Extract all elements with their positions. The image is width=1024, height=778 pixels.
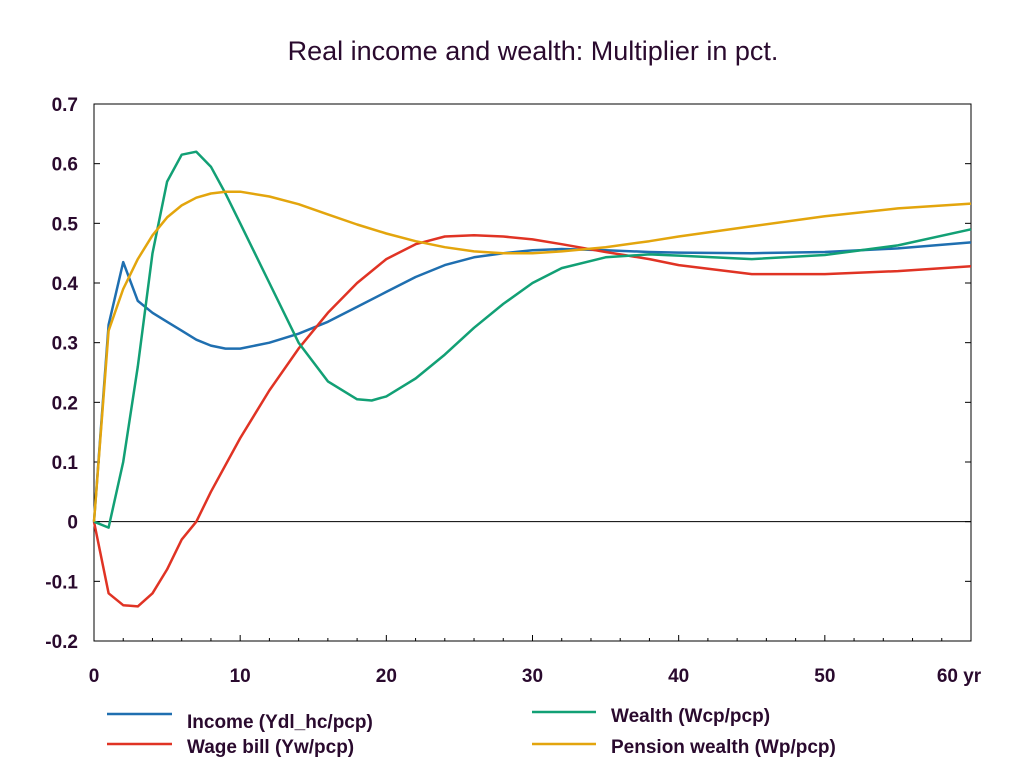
x-tick-label: 0 <box>89 666 100 687</box>
legend-label-1: Income (Ydl_hc/pcp) <box>187 712 373 733</box>
x-tick-label: 10 <box>230 666 251 687</box>
series-line-2 <box>92 234 972 608</box>
series-layer <box>92 150 972 608</box>
series-line-3 <box>93 150 972 529</box>
y-tick-label: -0.1 <box>45 572 78 593</box>
x-tick-label: 30 <box>522 666 543 687</box>
y-tick-label: 0.3 <box>52 334 78 355</box>
x-tick-label: 40 <box>668 666 689 687</box>
legend: Income (Ydl_hc/pcp) Wage bill (Yw/pcp) Wea… <box>107 706 836 758</box>
y-tick-label: 0.7 <box>52 95 78 116</box>
series-line-1 <box>92 241 972 522</box>
chart-title: Real income and wealth: Multiplier in pc… <box>288 36 779 66</box>
series-line-4 <box>92 190 972 522</box>
plot-area <box>93 103 972 642</box>
y-tick-label: 0.4 <box>52 274 79 295</box>
y-tick-label: 0.1 <box>52 453 79 474</box>
y-axis: 0.7 0.6 0.5 0.4 0.3 0.2 0.1 0 -0.1 -0.2 <box>45 95 971 653</box>
y-tick-label: 0.6 <box>52 155 78 176</box>
x-tick-label: 20 <box>376 666 397 687</box>
x-tick-label: 50 <box>814 666 835 687</box>
legend-label-2: Wage bill (Yw/pcp) <box>187 737 354 758</box>
y-tick-label: -0.2 <box>45 632 78 653</box>
legend-label-3: Wealth (Wcp/pcp) <box>611 706 770 727</box>
y-tick-label: 0 <box>67 513 78 534</box>
x-axis: 0 10 20 30 40 50 60 yr <box>89 635 982 687</box>
y-tick-label: 0.5 <box>52 214 79 235</box>
legend-label-4: Pension wealth (Wp/pcp) <box>611 737 836 758</box>
y-tick-label: 0.2 <box>52 393 78 414</box>
x-tick-label: 60 yr <box>937 666 982 687</box>
